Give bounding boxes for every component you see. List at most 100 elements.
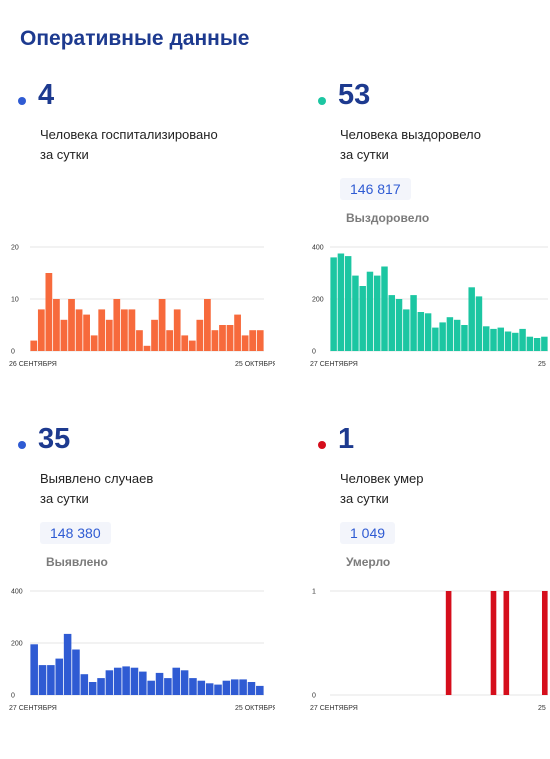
detected-bar <box>205 683 214 695</box>
recovered-bar <box>504 331 512 351</box>
hospitalized-bar <box>204 299 211 351</box>
hospitalized-caption-line1: Человека госпитализировано <box>40 127 218 142</box>
detected-total-label: Выявлено <box>46 555 108 569</box>
hospitalized-chart: 0 10 20 26 СЕНТЯБРЯ 25 ОКТЯБРЯ <box>9 245 275 369</box>
deaths-caption-line1: Человек умер <box>340 471 424 486</box>
detected-chart: 0 200 400 27 СЕНТЯБРЯ 25 ОКТЯБРЯ <box>9 589 275 713</box>
recovered-bar <box>330 257 337 351</box>
recovered-bar <box>483 326 490 351</box>
detected-x-end-label: 25 ОКТЯБРЯ <box>235 705 275 712</box>
detected-bar <box>172 667 181 695</box>
hospitalized-bar <box>181 335 189 351</box>
detected-bar <box>72 649 80 695</box>
hospitalized-panel: 4 Человека госпитализировано за сутки 0 1… <box>0 75 275 415</box>
recovered-total-value: 146 817 <box>340 178 411 200</box>
recovered-bar <box>352 275 359 351</box>
hospitalized-bar <box>60 319 68 351</box>
recovered-bar <box>337 253 345 351</box>
detected-dot-icon <box>18 441 26 449</box>
detected-bar <box>230 679 239 695</box>
detected-panel: 35 Выявлено случаев за сутки 148 380 Выя… <box>0 419 275 759</box>
recovered-bar <box>344 256 352 351</box>
recovered-bar <box>533 338 541 351</box>
hospitalized-bar <box>256 330 264 351</box>
recovered-x-end-label: 25 <box>538 361 546 368</box>
hospitalized-bar <box>128 309 136 351</box>
detected-bar <box>197 680 206 695</box>
detected-bar <box>247 682 256 695</box>
detected-caption-line2: за сутки <box>40 491 89 506</box>
recovered-bar <box>359 286 366 351</box>
detected-bar <box>147 680 155 695</box>
hospitalized-ytick-label: 20 <box>11 245 19 252</box>
page-title: Оперативные данные <box>20 27 250 50</box>
detected-bar <box>122 666 130 695</box>
detected-x-start-label: 27 СЕНТЯБРЯ <box>9 705 57 712</box>
hospitalized-bar <box>249 330 257 351</box>
detected-bar <box>180 670 189 695</box>
recovered-bar <box>424 313 432 351</box>
recovered-bar <box>374 275 381 351</box>
hospitalized-x-start-label: 26 СЕНТЯБРЯ <box>9 361 57 368</box>
recovered-bar <box>526 336 534 351</box>
detected-bar <box>155 672 164 695</box>
hospitalized-ytick-label: 0 <box>11 349 15 356</box>
detected-caption-line1: Выявлено случаев <box>40 471 154 486</box>
hospitalized-bar <box>98 309 106 351</box>
deaths-chart: 0 1 27 СЕНТЯБРЯ 25 <box>310 589 548 712</box>
hospitalized-bar <box>45 273 53 351</box>
hospitalized-bar <box>173 309 181 351</box>
recovered-bar <box>541 336 548 351</box>
deaths-caption: Человек умер за сутки <box>340 469 550 509</box>
detected-bar <box>130 667 139 695</box>
detected-bar <box>222 680 231 695</box>
detected-bar <box>63 633 72 695</box>
deaths-total-label: Умерло <box>346 555 391 569</box>
deaths-bar <box>503 591 510 695</box>
hospitalized-bar <box>30 340 38 351</box>
recovered-bar <box>475 296 483 351</box>
hospitalized-bar <box>37 309 45 351</box>
hospitalized-ytick-label: 10 <box>11 297 19 304</box>
recovered-bar <box>403 309 410 351</box>
recovered-caption: Человека выздоровело за сутки <box>340 125 550 165</box>
detected-ytick-label: 0 <box>11 693 15 700</box>
deaths-bar <box>490 591 497 695</box>
recovered-panel: 53 Человека выздоровело за сутки 146 817… <box>300 75 550 415</box>
hospitalized-bar <box>105 319 113 351</box>
hospitalized-bar <box>196 319 204 351</box>
detected-bar <box>88 682 97 695</box>
deaths-bar <box>445 591 452 695</box>
hospitalized-bar <box>83 314 90 351</box>
hospitalized-bar <box>136 330 143 351</box>
hospitalized-caption-line2: за сутки <box>40 147 89 162</box>
hospitalized-bar <box>90 335 98 351</box>
detected-bar <box>189 678 197 695</box>
recovered-bar <box>446 317 454 351</box>
hospitalized-bar <box>158 299 166 351</box>
hospitalized-bar <box>113 299 121 351</box>
recovered-ytick-label: 200 <box>312 297 324 304</box>
detected-bar <box>239 679 247 695</box>
recovered-bar <box>490 328 497 351</box>
detected-bar <box>38 665 47 695</box>
hospitalized-bar <box>234 314 241 351</box>
deaths-ytick-label: 1 <box>312 589 316 596</box>
hospitalized-bar <box>120 309 128 351</box>
recovered-count: 53 <box>338 79 371 111</box>
recovered-caption-line2: за сутки <box>340 147 389 162</box>
recovered-bar <box>461 325 468 351</box>
detected-bar <box>55 658 64 695</box>
hospitalized-bar <box>143 345 151 351</box>
recovered-bar <box>366 271 374 351</box>
hospitalized-bar <box>226 325 234 351</box>
recovered-bar <box>417 312 425 351</box>
detected-bar <box>80 674 89 695</box>
recovered-total-label: Выздоровело <box>346 211 430 225</box>
hospitalized-count: 4 <box>38 79 55 111</box>
hospitalized-bar <box>241 335 249 351</box>
hospitalized-x-end-label: 25 ОКТЯБРЯ <box>235 361 275 368</box>
deaths-ytick-label: 0 <box>312 693 316 700</box>
detected-ytick-label: 400 <box>11 589 23 596</box>
deaths-dot-icon <box>318 441 326 449</box>
